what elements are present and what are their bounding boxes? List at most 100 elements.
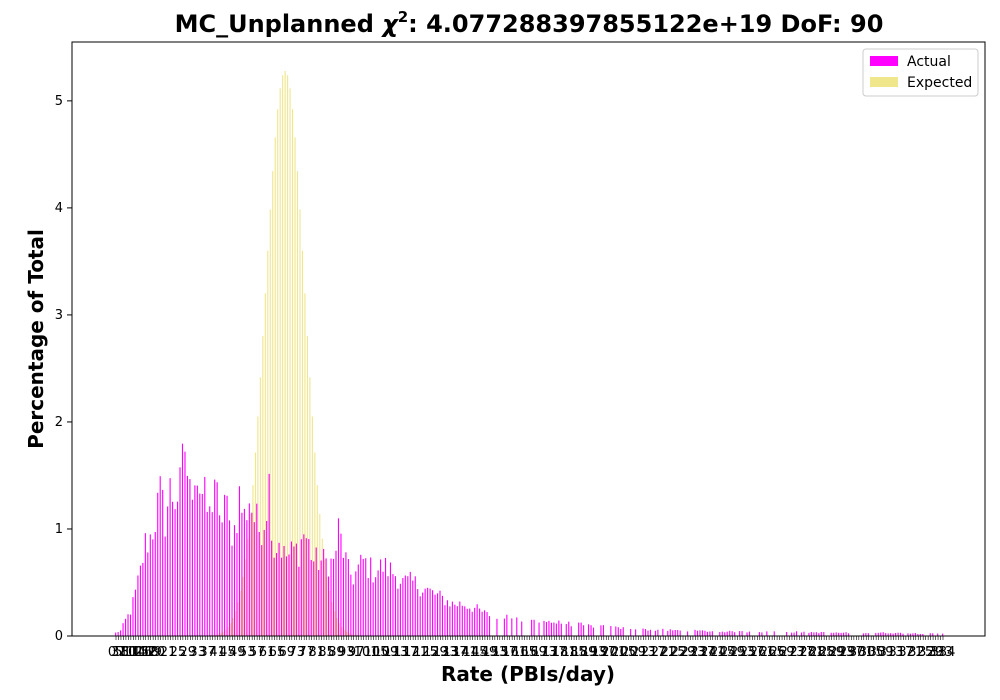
- actual-bar: [120, 630, 122, 636]
- actual-bar: [253, 522, 255, 636]
- x-tick-label: 325: [908, 645, 933, 660]
- actual-bar: [471, 611, 473, 636]
- x-tick-label: 57: [249, 645, 266, 660]
- actual-bar: [402, 578, 404, 636]
- actual-bar: [791, 632, 793, 636]
- x-tick-label: 229: [671, 645, 696, 660]
- x-tick-label: 10: [120, 645, 137, 660]
- actual-bar: [793, 632, 795, 636]
- actual-bar: [384, 557, 387, 636]
- chart-title-sup: 2: [398, 8, 408, 26]
- y-tick-label: 5: [55, 94, 63, 109]
- actual-bar: [867, 633, 869, 636]
- x-tick-label: 329: [918, 645, 943, 660]
- actual-bar: [476, 604, 478, 636]
- actual-bar: [266, 520, 268, 636]
- actual-bar: [803, 631, 805, 636]
- legend: Actual Expected: [862, 48, 979, 97]
- legend-swatch-actual: [870, 56, 898, 66]
- x-tick-label: 65: [269, 645, 286, 660]
- actual-bar: [917, 633, 919, 636]
- actual-bar: [394, 576, 396, 636]
- actual-bar: [189, 479, 191, 636]
- expected-bar: [235, 611, 237, 636]
- actual-bar: [216, 482, 218, 636]
- actual-bar: [179, 467, 181, 636]
- x-tick-label: 273: [780, 645, 805, 660]
- actual-bar: [355, 571, 357, 636]
- actual-bar: [149, 534, 151, 636]
- expected-bars: [212, 70, 358, 637]
- actual-bar: [370, 557, 372, 636]
- x-tick-label: 105: [364, 645, 389, 660]
- expected-bar: [242, 576, 244, 636]
- actual-bar: [129, 614, 132, 636]
- actual-bar: [862, 633, 864, 636]
- actual-bar: [320, 560, 322, 636]
- expected-bar: [232, 617, 234, 636]
- actual-bar: [251, 512, 253, 636]
- actual-bar: [219, 515, 221, 636]
- actual-bar: [578, 622, 580, 636]
- x-tick-label: 233: [680, 645, 705, 660]
- actual-bar: [813, 632, 815, 636]
- actual-bar: [347, 559, 349, 636]
- x-tick-label: 8: [121, 645, 129, 660]
- x-tick-label: 225: [661, 645, 686, 660]
- actual-bar: [545, 622, 548, 636]
- actual-bar: [372, 582, 374, 636]
- actual-bar: [766, 631, 768, 636]
- x-tick-label: 16: [136, 645, 153, 660]
- actual-bar: [397, 588, 399, 636]
- actual-bar: [305, 538, 307, 636]
- actual-bar: [711, 631, 713, 636]
- actual-bar: [741, 631, 743, 636]
- x-tick-label: 334: [931, 645, 956, 660]
- actual-bar: [479, 608, 481, 636]
- actual-bar: [466, 608, 468, 636]
- x-tick-label: 0: [108, 645, 116, 660]
- actual-bar: [181, 443, 184, 636]
- y-tick-label: 4: [55, 201, 63, 216]
- actual-bar: [810, 632, 812, 636]
- actual-bar: [399, 583, 401, 636]
- actual-bar: [196, 485, 198, 636]
- actual-bar: [184, 451, 186, 636]
- actual-bar: [417, 589, 419, 636]
- actual-bar: [382, 571, 384, 636]
- x-tick-label: 49: [229, 645, 246, 660]
- expected-bar: [254, 452, 256, 636]
- actual-bar: [454, 604, 456, 636]
- x-tick-label: 129: [423, 645, 448, 660]
- x-tick-label: 197: [591, 645, 616, 660]
- actual-bar: [897, 632, 899, 636]
- actual-bar: [835, 632, 837, 636]
- x-tick-label: 113: [383, 645, 408, 660]
- actual-bar: [206, 511, 208, 636]
- expected-bar: [339, 623, 341, 636]
- actual-bar: [441, 595, 444, 636]
- expected-bar: [287, 75, 289, 637]
- actual-bar: [159, 476, 161, 636]
- actual-bar: [258, 531, 260, 636]
- x-tick-label: 89: [328, 645, 345, 660]
- actual-bar: [345, 552, 347, 636]
- x-tick-label: 149: [472, 645, 497, 660]
- expected-bar: [299, 209, 301, 636]
- actual-bar: [434, 594, 436, 636]
- actual-bar: [560, 623, 562, 636]
- x-tick-label: 5: [114, 645, 122, 660]
- actual-bar: [583, 625, 585, 636]
- x-axis-label: Rate (PBIs/day): [441, 662, 615, 686]
- actual-bar: [164, 536, 166, 636]
- x-tick-label: 301: [849, 645, 874, 660]
- actual-bar: [823, 632, 825, 636]
- actual-bar: [701, 630, 704, 636]
- expected-bar: [279, 88, 281, 636]
- expected-bar: [314, 452, 316, 636]
- actual-bar: [696, 630, 699, 636]
- x-tick-label: 321: [898, 645, 923, 660]
- actual-bar: [142, 562, 144, 636]
- actual-bar: [877, 632, 879, 636]
- x-tick-label: 3: [111, 645, 119, 660]
